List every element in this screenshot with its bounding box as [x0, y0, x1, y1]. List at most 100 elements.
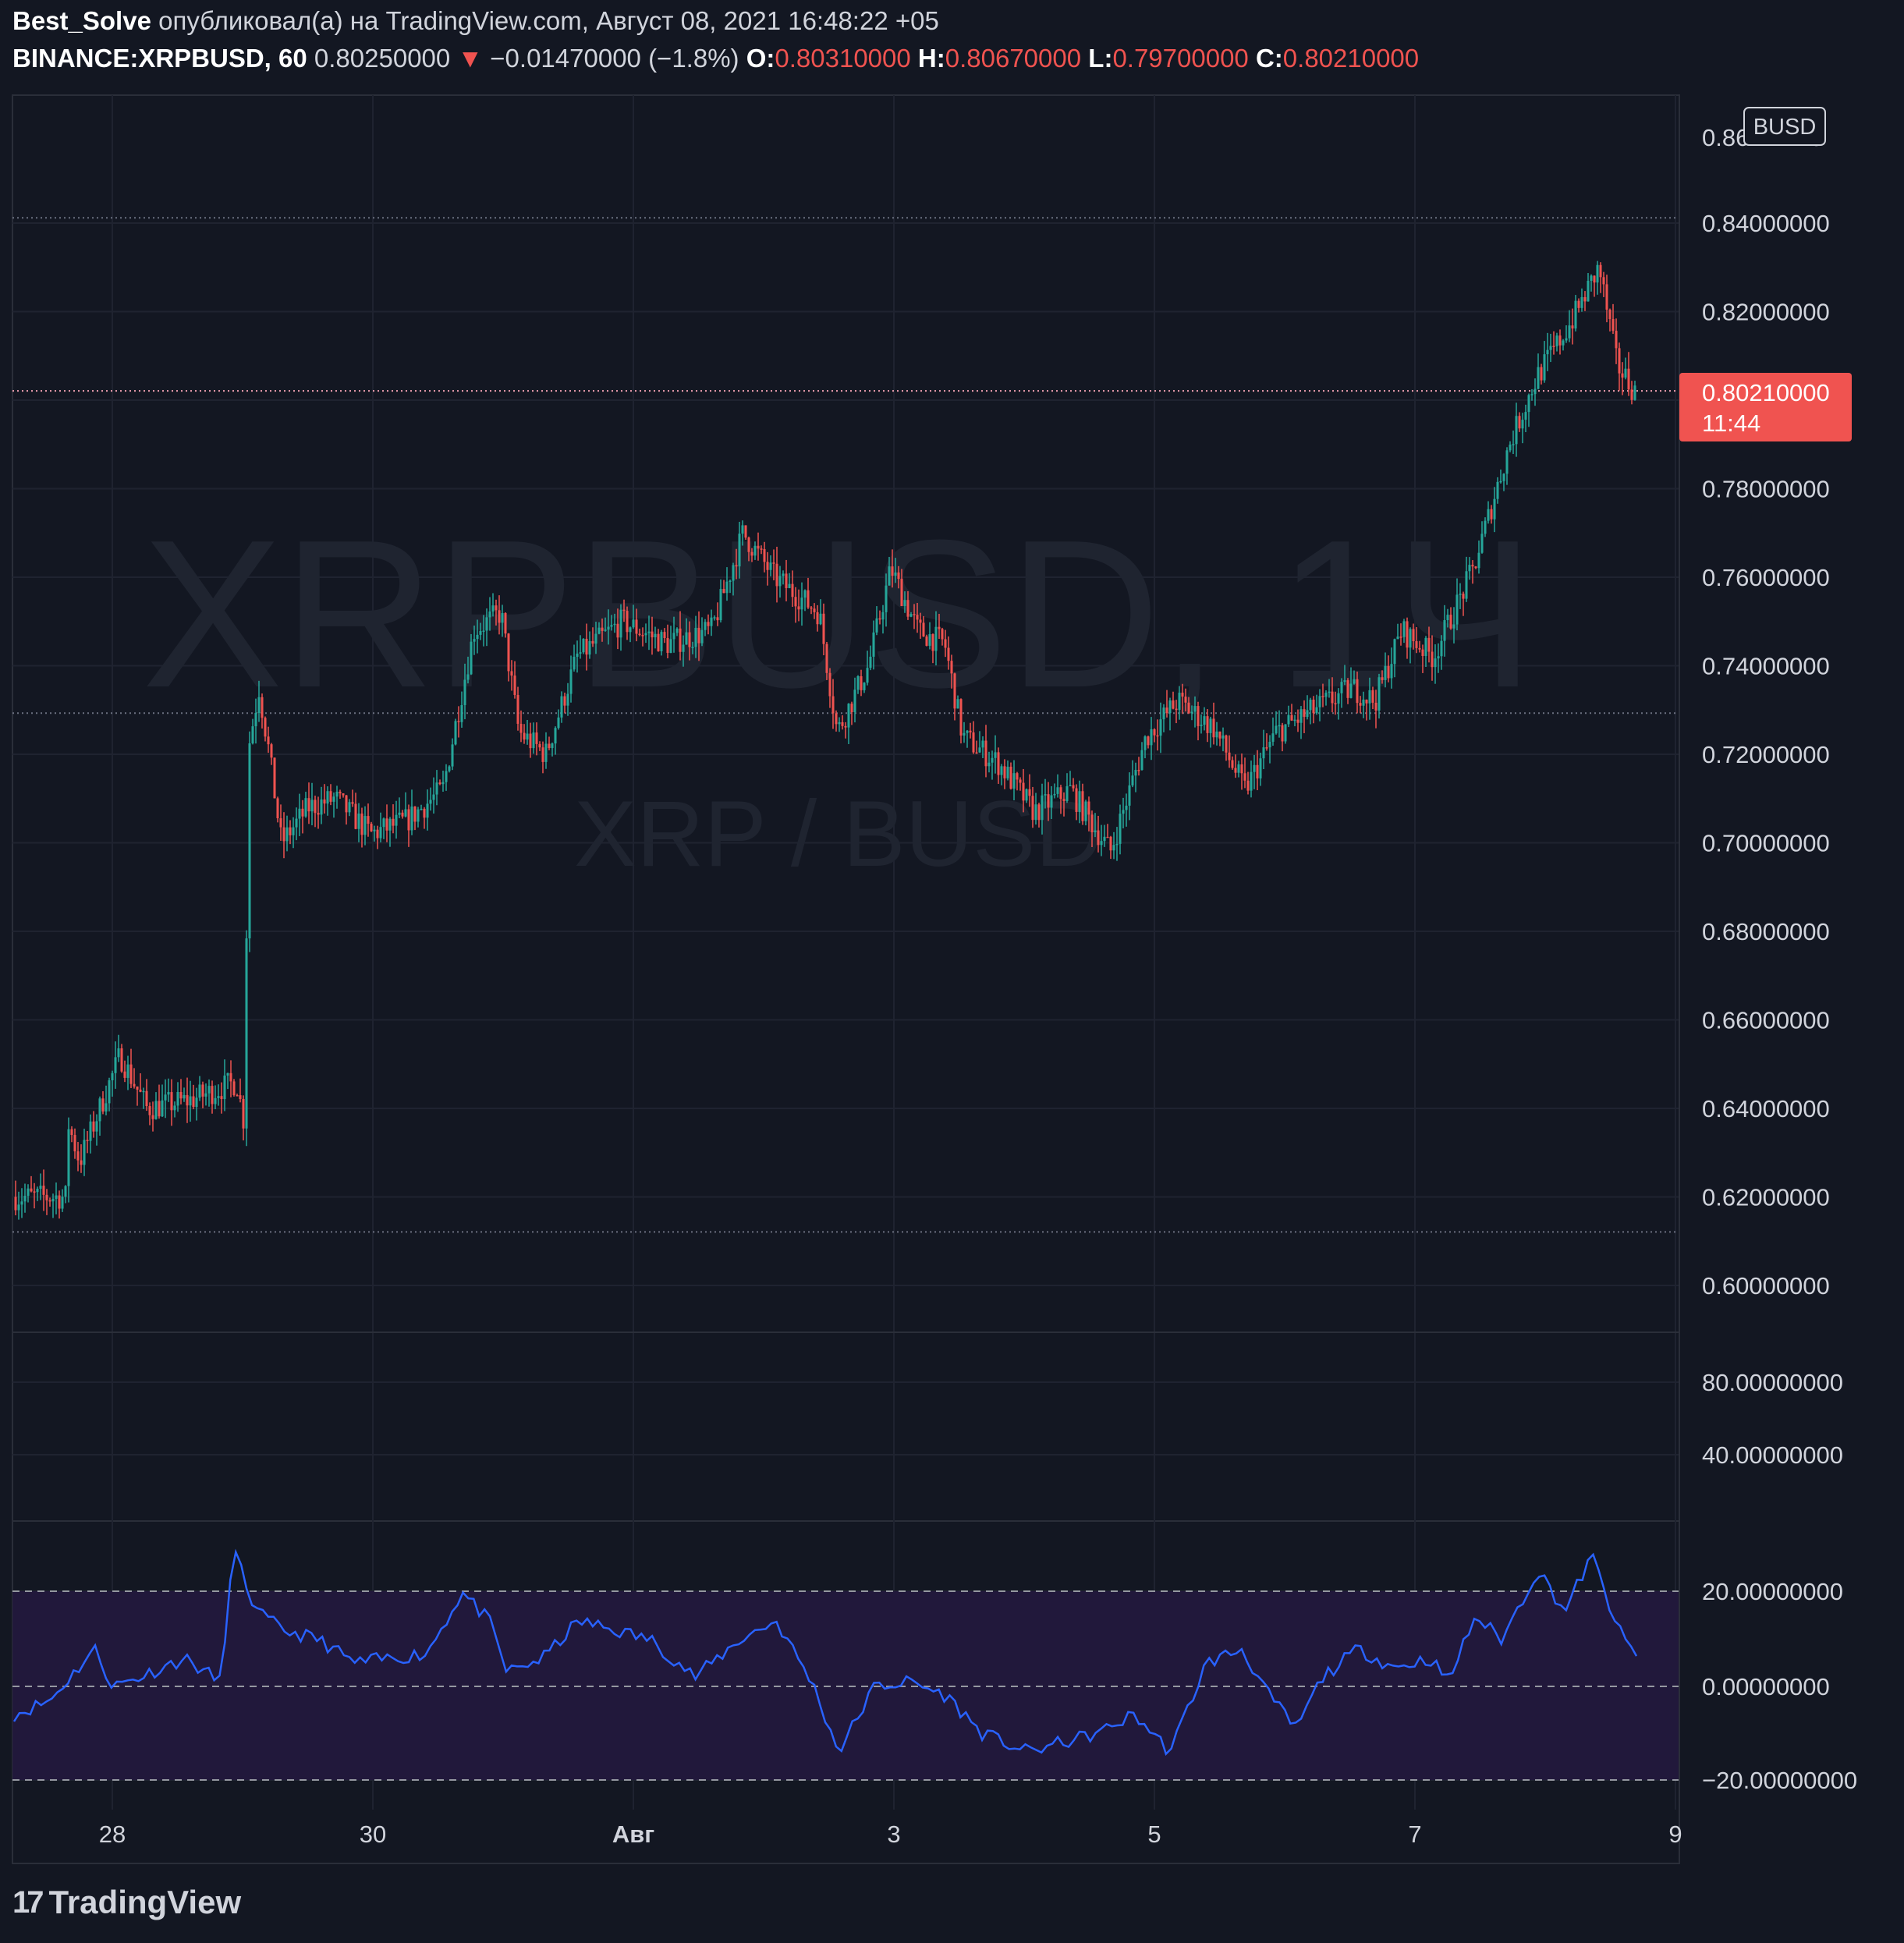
candle-body	[1381, 677, 1384, 680]
candle-body	[1172, 700, 1175, 709]
footer-brand[interactable]: 17 TradingView	[12, 1884, 241, 1921]
watermark-main: XRPBUSD, 1Ч	[142, 497, 1534, 732]
candle-body	[763, 548, 766, 562]
candle-body	[111, 1073, 114, 1081]
candle-body	[1602, 277, 1605, 285]
candle-body	[1409, 629, 1412, 648]
candle-body	[1568, 325, 1571, 339]
candle-body	[1509, 445, 1512, 451]
candle-body	[457, 721, 460, 722]
candle-body	[95, 1121, 98, 1132]
candle-body	[1512, 444, 1515, 445]
candle-body	[700, 629, 704, 644]
candle-body	[454, 721, 457, 745]
candle-body	[145, 1090, 148, 1107]
candle-body	[1237, 764, 1240, 773]
candle-body	[382, 818, 385, 828]
candle-body	[691, 647, 694, 648]
candle-body	[1147, 736, 1150, 746]
candle-body	[151, 1115, 154, 1119]
candle-body	[407, 809, 410, 831]
candle-body	[1253, 764, 1256, 772]
candle-body	[610, 625, 613, 627]
change-down-icon: ▼	[457, 44, 484, 73]
time-tick-label: Авг	[612, 1821, 654, 1848]
candle-body	[1365, 699, 1368, 704]
candle-body	[1206, 716, 1209, 733]
candle-body	[732, 565, 735, 581]
low-label: L:	[1088, 44, 1113, 73]
candle-body	[142, 1090, 145, 1093]
candle-body	[775, 563, 778, 587]
oscillator-series[interactable]	[12, 1548, 1638, 1756]
candle-body	[1368, 690, 1371, 704]
candle-body	[423, 808, 426, 818]
candle-body	[1106, 836, 1109, 839]
candle-body	[1034, 804, 1037, 821]
candle-body	[885, 585, 888, 612]
candle-body	[1577, 300, 1580, 308]
time-axis[interactable]: 28 30 Авг 3 5 7 9	[99, 1821, 1682, 1848]
candlestick-series[interactable]	[14, 261, 1636, 1220]
currency-badge[interactable]: BUSD	[1743, 107, 1826, 146]
candle-body	[136, 1086, 139, 1090]
candle-body	[566, 693, 569, 706]
price-change: −0.01470000 (−1.8%)	[490, 44, 739, 73]
high-label: H:	[917, 44, 945, 73]
candle-body	[647, 631, 651, 633]
candle-body	[1474, 566, 1477, 569]
candle-body	[523, 732, 526, 740]
candle-body	[791, 583, 794, 597]
candle-body	[844, 725, 847, 728]
candle-body	[466, 674, 470, 680]
candle-body	[351, 802, 354, 804]
candle-body	[1318, 696, 1321, 707]
candle-body	[1262, 747, 1265, 759]
candle-body	[997, 752, 1000, 775]
candle-body	[1087, 801, 1090, 815]
candle-body	[685, 632, 688, 645]
candle-body	[1234, 768, 1237, 773]
symbol-label[interactable]: BINANCE:XRPBUSD, 60	[12, 44, 307, 73]
candle-body	[953, 673, 956, 709]
candle-body	[1496, 481, 1499, 499]
candle-body	[719, 589, 722, 621]
candle-body	[875, 618, 878, 633]
candle-body	[1593, 275, 1596, 283]
candle-body	[1499, 480, 1502, 483]
candle-body	[1580, 296, 1583, 308]
candle-body	[354, 803, 357, 829]
candle-body	[1502, 473, 1505, 481]
candle-body	[785, 573, 788, 588]
candle-body	[45, 1194, 48, 1200]
candle-body	[1415, 641, 1418, 648]
candle-body	[563, 696, 566, 706]
candle-body	[1000, 766, 1003, 775]
oscillator-axis[interactable]: 80.00000000 40.00000000 20.00000000 0.00000…	[1702, 1369, 1857, 1794]
candle-body	[70, 1129, 73, 1136]
candle-body	[1477, 552, 1480, 569]
candle-body	[1137, 770, 1140, 771]
candle-body	[1356, 679, 1359, 704]
candle-body	[39, 1186, 42, 1190]
candle-body	[841, 722, 844, 726]
candle-body	[878, 618, 881, 620]
time-tick-label: 5	[1147, 1821, 1161, 1848]
candle-body	[217, 1096, 220, 1098]
candle-body	[51, 1198, 55, 1202]
candle-body	[1346, 680, 1349, 698]
candle-body	[984, 740, 987, 767]
candle-body	[360, 814, 363, 835]
candle-body	[516, 694, 519, 724]
candle-body	[27, 1188, 30, 1197]
candle-body	[828, 672, 831, 697]
candle-body	[1446, 615, 1449, 621]
candle-body	[83, 1140, 86, 1165]
candle-body	[92, 1121, 95, 1132]
time-tick-label: 3	[887, 1821, 900, 1848]
candle-body	[760, 548, 763, 550]
candle-body	[1028, 789, 1031, 796]
author-name[interactable]: Best_Solve	[12, 6, 151, 35]
candle-body	[1109, 836, 1112, 851]
